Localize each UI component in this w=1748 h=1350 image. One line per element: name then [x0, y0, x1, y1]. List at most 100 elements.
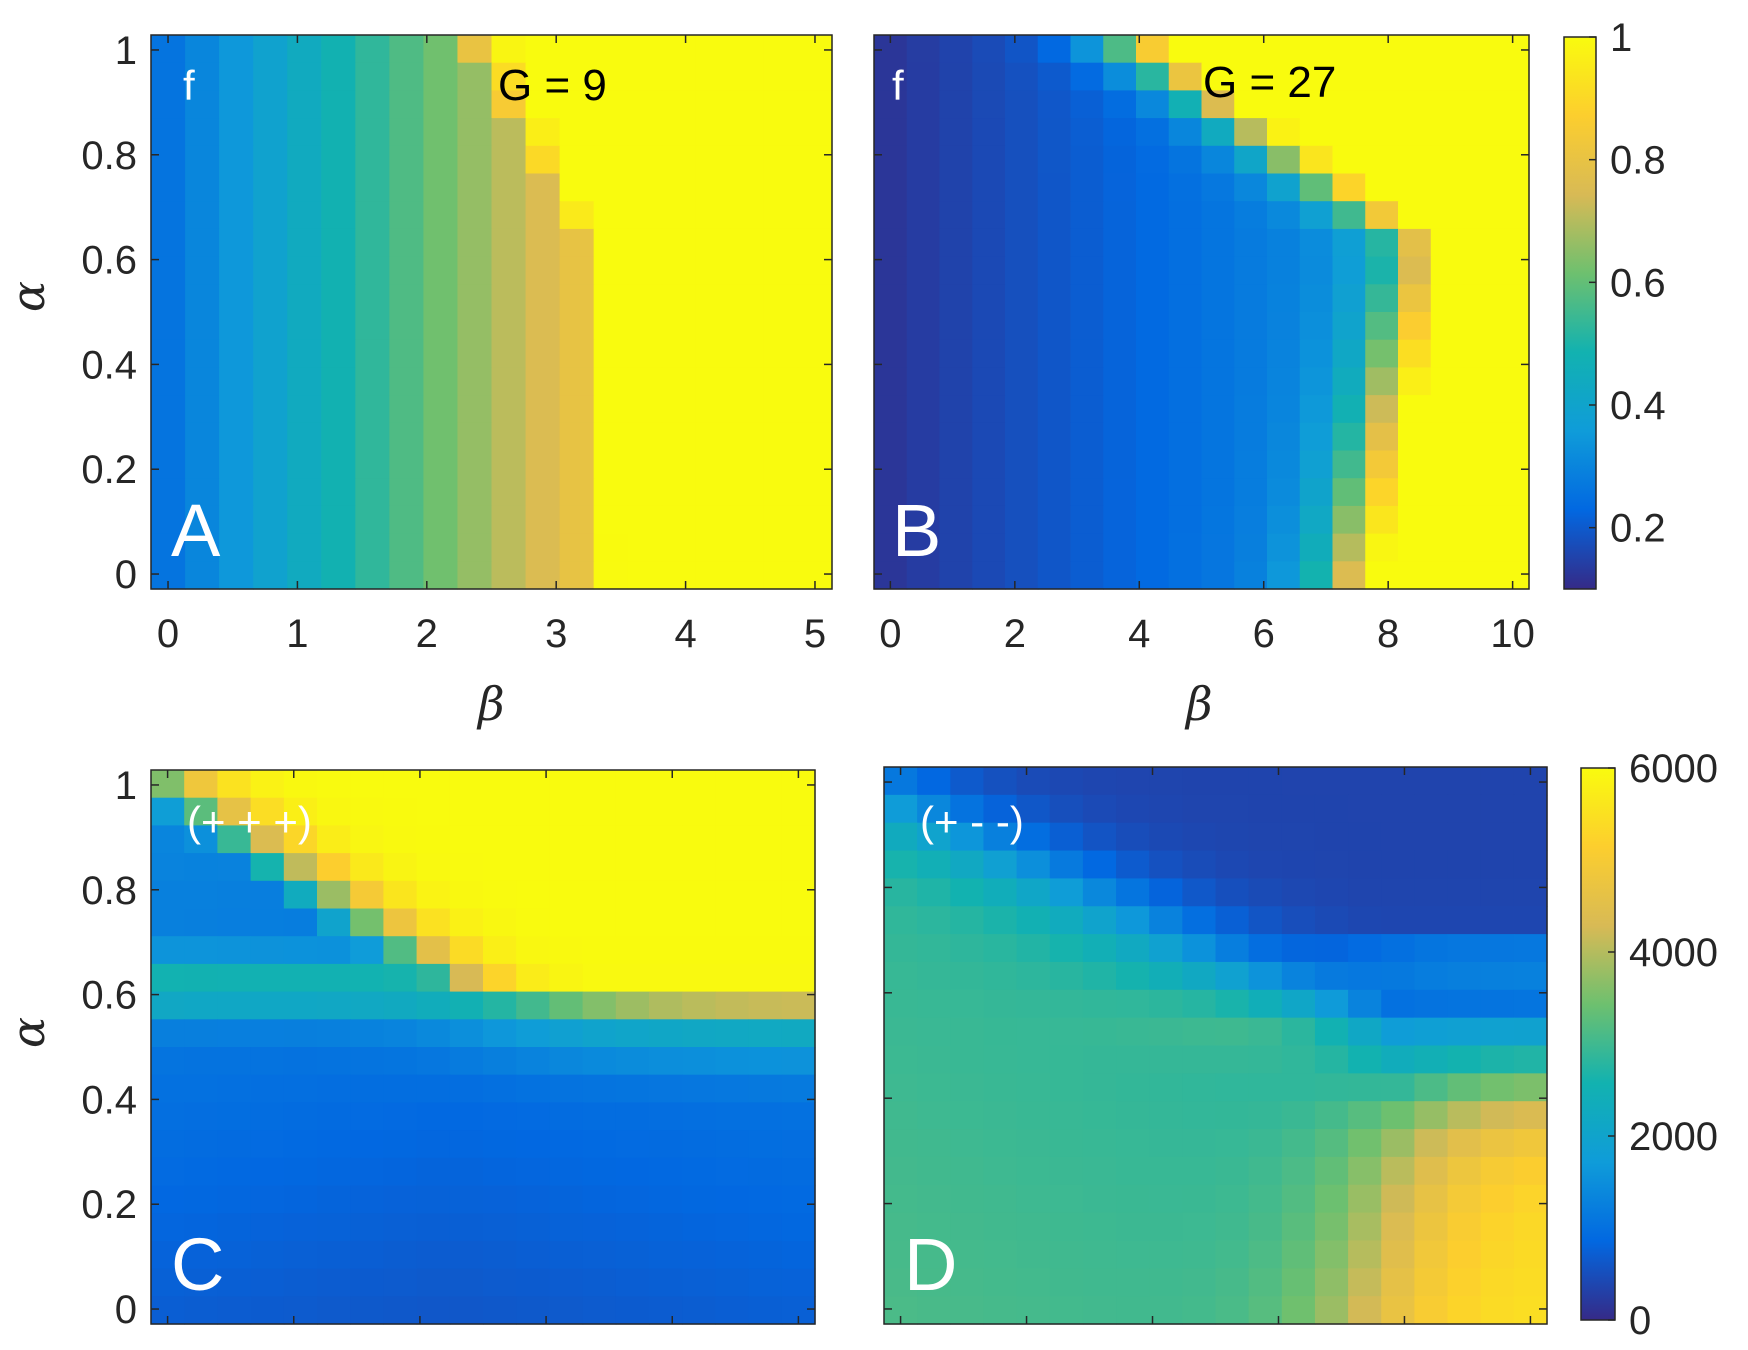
heatmap-a-cell — [219, 422, 254, 452]
heatmap-a-cell — [729, 145, 765, 175]
heatmap-d-cell — [1116, 906, 1150, 935]
heatmap-a-cell — [627, 173, 663, 202]
heatmap-c-cell — [283, 825, 318, 854]
heatmap-d-cell — [1513, 1045, 1548, 1074]
heatmap-b-cell — [1430, 533, 1465, 562]
heatmap-d-cell — [1447, 1101, 1482, 1130]
heatmap-d-cell — [1513, 1129, 1548, 1158]
colorbar-tick-label: 1 — [1610, 16, 1632, 60]
heatmap-c-cell — [416, 880, 451, 910]
heatmap-d-cell — [1215, 1212, 1250, 1242]
heatmap-a-cell — [423, 62, 459, 91]
heatmap-a-cell — [593, 367, 629, 396]
heatmap-b-cell — [972, 339, 1006, 368]
heatmap-a-cell — [627, 339, 663, 368]
heatmap-b-cell — [1037, 90, 1072, 119]
heatmap-d-cell — [1248, 1212, 1283, 1242]
heatmap-c-cell — [649, 1268, 683, 1297]
heatmap-b-cell — [1136, 395, 1170, 424]
heatmap-b-cell — [1103, 561, 1137, 590]
heatmap-c-cell — [582, 880, 617, 910]
heatmap-a-cell — [559, 312, 595, 341]
heatmap-c-cell — [715, 825, 750, 854]
heatmap-d-cell — [1182, 989, 1217, 1019]
heatmap-d-cell — [1414, 1156, 1449, 1186]
heatmap-c-cell — [283, 1047, 318, 1076]
heatmap-a-cell — [627, 228, 663, 258]
heatmap-c-cell — [615, 825, 650, 854]
heatmap-c-cell — [582, 1157, 617, 1187]
heatmap-a-cell — [457, 145, 493, 175]
heatmap-a-cell — [423, 367, 459, 396]
heatmap-d-cell — [1049, 1268, 1084, 1297]
heatmap-c-cell — [516, 1296, 550, 1325]
heatmap-b-cell — [939, 256, 973, 285]
heatmap-a-cell — [321, 118, 356, 147]
heatmap-a-cell — [797, 367, 833, 396]
heatmap-d-cell — [1447, 1129, 1482, 1158]
heatmap-b-cell — [874, 422, 908, 452]
heatmap-d-cell — [1281, 1017, 1316, 1047]
heatmap-b-cell — [1463, 367, 1497, 396]
heatmap-d-cell — [1082, 1073, 1117, 1102]
heatmap-b-cell — [1496, 62, 1530, 91]
heatmap-a-cell — [389, 145, 424, 175]
heatmap-a-cell — [423, 450, 459, 479]
heatmap-d-cell — [917, 822, 951, 852]
heatmap-b-cell — [1168, 90, 1203, 119]
heatmap-d-cell — [1049, 1296, 1084, 1325]
heatmap-d-cell — [983, 1156, 1018, 1186]
heatmap-d-cell — [950, 906, 985, 935]
heatmap-a-cell — [559, 35, 595, 64]
heatmap-b-cell — [1103, 201, 1137, 230]
heatmap-c-cell — [748, 1074, 783, 1103]
heatmap-a-cell — [355, 145, 390, 175]
heatmap-b-cell — [1037, 201, 1072, 230]
heatmap-a-cell — [185, 367, 220, 396]
heatmap-c-cell — [383, 825, 418, 854]
heatmap-c-cell — [682, 797, 716, 826]
heatmap-b-cell — [1005, 35, 1039, 64]
heatmap-c-cell — [682, 963, 716, 993]
heatmap-a-cell — [423, 90, 459, 119]
heatmap-d-cell — [1116, 1156, 1150, 1186]
heatmap-b-cell — [1267, 505, 1301, 535]
heatmap-a-cell — [151, 533, 186, 562]
heatmap-b-cell — [1496, 145, 1530, 175]
heatmap-a-cell — [219, 35, 254, 64]
heatmap-a-cell — [729, 201, 765, 230]
heatmap-c-cell — [715, 880, 750, 910]
heatmap-b-cell — [1365, 450, 1399, 479]
heatmap-b-cell — [1496, 339, 1530, 368]
heatmap-d-cell — [1381, 1212, 1415, 1242]
y-tick-label: 0.2 — [81, 448, 137, 492]
heatmap-d-cell — [1281, 767, 1316, 796]
heatmap-c-cell — [416, 1130, 451, 1159]
heatmap-b-cell — [874, 173, 908, 202]
heatmap-c-cell — [184, 880, 218, 910]
heatmap-b-cell — [1398, 561, 1432, 590]
panel-a-quantity: f — [183, 62, 195, 109]
heatmap-b-cell — [874, 90, 908, 119]
heatmap-c-cell — [781, 1157, 816, 1187]
heatmap-d-cell — [1314, 767, 1349, 796]
heatmap-d-cell — [1513, 822, 1548, 852]
heatmap-b-cell — [1070, 256, 1104, 285]
heatmap-a-cell — [151, 367, 186, 396]
heatmap-b-cell — [972, 533, 1006, 562]
heatmap-b-cell — [1463, 284, 1497, 313]
heatmap-a-cell — [423, 395, 459, 424]
heatmap-b-cell — [1299, 284, 1334, 313]
heatmap-a-cell — [355, 256, 390, 285]
heatmap-b-cell — [1136, 533, 1170, 562]
heatmap-c-cell — [549, 1185, 584, 1214]
heatmap-a-cell — [525, 478, 561, 507]
heatmap-c-cell — [250, 1074, 285, 1103]
heatmap-b-cell — [1496, 422, 1530, 452]
heatmap-a-cell — [797, 228, 833, 258]
heatmap-c-cell — [416, 908, 451, 937]
heatmap-d-cell — [884, 1101, 918, 1130]
heatmap-c-cell — [549, 1296, 584, 1325]
heatmap-d-cell — [1513, 989, 1548, 1019]
heatmap-b-cell — [1430, 367, 1465, 396]
